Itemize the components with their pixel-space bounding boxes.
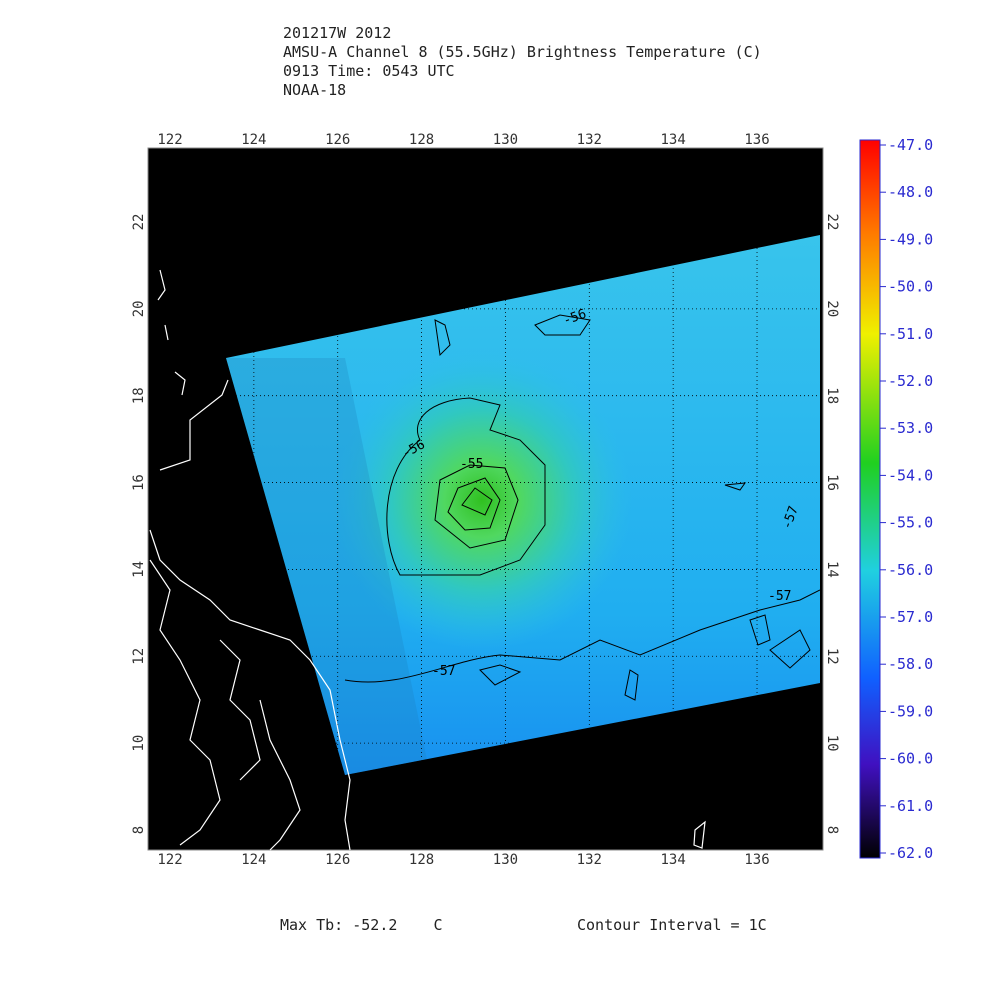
lat-tick-label: 10 bbox=[824, 735, 840, 752]
colorbar-label: -55.0 bbox=[888, 514, 933, 532]
edge-shade bbox=[226, 358, 430, 775]
title-line: 0913 Time: 0543 UTC bbox=[283, 62, 455, 80]
map-ticks: 1221221241241261261281281301301321321341… bbox=[131, 132, 840, 868]
contour-interval: Contour Interval = 1C bbox=[577, 916, 767, 934]
contour-label: -57 bbox=[768, 589, 791, 604]
lon-tick-label: 132 bbox=[577, 132, 602, 148]
lat-tick-label: 10 bbox=[131, 735, 147, 752]
lon-tick-label: 122 bbox=[157, 132, 182, 148]
colorbar-label: -49.0 bbox=[888, 230, 933, 248]
lon-tick-label: 126 bbox=[325, 132, 350, 148]
lon-tick-label: 136 bbox=[744, 852, 769, 868]
colorbar-label: -50.0 bbox=[888, 278, 933, 296]
header: 201217W 2012 AMSU-A Channel 8 (55.5GHz) … bbox=[283, 24, 762, 99]
colorbar-label: -53.0 bbox=[888, 419, 933, 437]
colorbar-label: -52.0 bbox=[888, 372, 933, 390]
lat-tick-label: 22 bbox=[824, 214, 840, 231]
lon-tick-label: 124 bbox=[241, 132, 266, 148]
colorbar-label: -59.0 bbox=[888, 702, 933, 720]
colorbar-label: -51.0 bbox=[888, 325, 933, 343]
lon-tick-label: 134 bbox=[661, 852, 686, 868]
lon-tick-label: 134 bbox=[661, 132, 686, 148]
lat-tick-label: 14 bbox=[824, 561, 840, 578]
lat-tick-label: 14 bbox=[131, 561, 147, 578]
lon-tick-label: 124 bbox=[241, 852, 266, 868]
lat-tick-label: 8 bbox=[131, 826, 147, 834]
lat-tick-label: 20 bbox=[824, 300, 840, 317]
title-line: NOAA-18 bbox=[283, 81, 346, 99]
lat-tick-label: 18 bbox=[131, 387, 147, 404]
lat-tick-label: 22 bbox=[131, 214, 147, 231]
lon-tick-label: 136 bbox=[744, 132, 769, 148]
contour-label: -55 bbox=[460, 457, 483, 472]
title-line: AMSU-A Channel 8 (55.5GHz) Brightness Te… bbox=[283, 43, 762, 61]
colorbar-label: -58.0 bbox=[888, 655, 933, 673]
colorbar-label: -60.0 bbox=[888, 750, 933, 768]
contours bbox=[344, 314, 820, 701]
lon-tick-label: 122 bbox=[157, 852, 182, 868]
lat-tick-label: 8 bbox=[824, 826, 840, 834]
coastline bbox=[149, 269, 706, 851]
colorbar-label: -48.0 bbox=[888, 183, 933, 201]
lat-tick-label: 12 bbox=[824, 648, 840, 665]
footer: Max Tb: -52.2 C Contour Interval = 1C bbox=[280, 916, 767, 934]
colorbar-label: -47.0 bbox=[888, 136, 933, 154]
lat-tick-label: 20 bbox=[131, 300, 147, 317]
contour-label: -57 bbox=[432, 664, 455, 679]
lat-tick-label: 16 bbox=[824, 474, 840, 491]
max-tb: Max Tb: -52.2 C bbox=[280, 916, 443, 934]
lon-tick-label: 132 bbox=[577, 852, 602, 868]
colorbar-ticks: -47.0 -48.0 -49.0 -50.0 -51.0 -52.0 -53.0 -54.0… bbox=[880, 136, 933, 862]
lon-tick-label: 130 bbox=[493, 852, 518, 868]
lon-tick-label: 126 bbox=[325, 852, 350, 868]
lat-tick-label: 12 bbox=[131, 648, 147, 665]
colorbar-label: -57.0 bbox=[888, 608, 933, 626]
lon-tick-label: 128 bbox=[409, 132, 434, 148]
lon-tick-label: 128 bbox=[409, 852, 434, 868]
colorbar-label: -54.0 bbox=[888, 466, 933, 484]
lon-tick-label: 130 bbox=[493, 132, 518, 148]
lat-tick-label: 18 bbox=[824, 387, 840, 404]
colorbar-label: -62.0 bbox=[888, 844, 933, 862]
title-line: 201217W 2012 bbox=[283, 24, 391, 42]
lat-tick-label: 16 bbox=[131, 474, 147, 491]
colorbar bbox=[859, 139, 881, 859]
colorbar-label: -56.0 bbox=[888, 561, 933, 579]
colorbar-label: -61.0 bbox=[888, 797, 933, 815]
